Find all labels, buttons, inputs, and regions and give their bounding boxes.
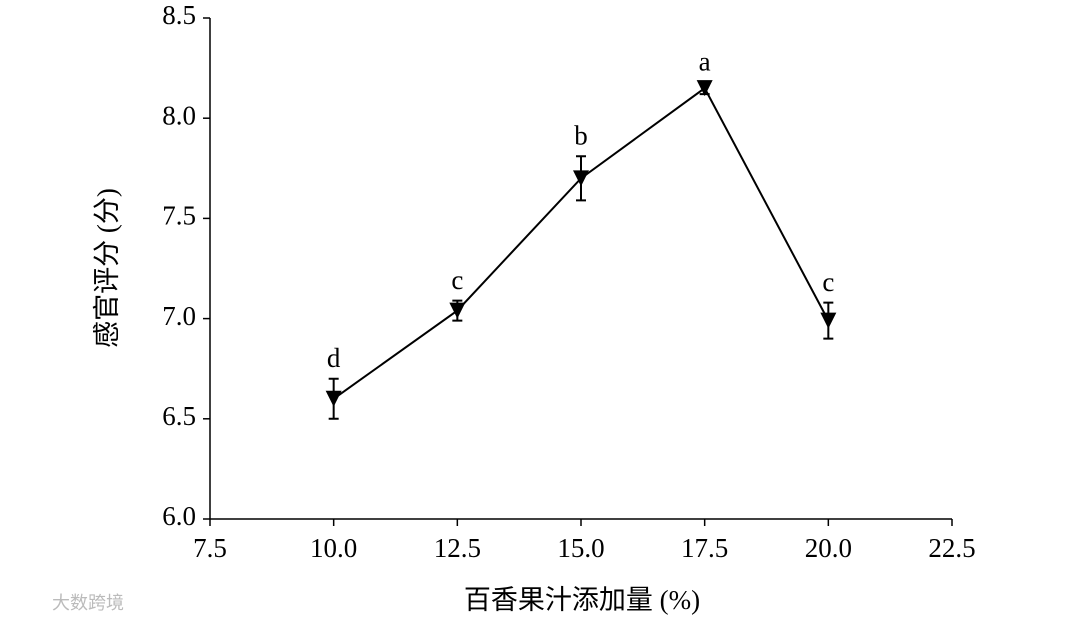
- annotation: a: [699, 46, 711, 76]
- y-tick-label: 7.5: [162, 201, 196, 231]
- y-tick-label: 7.0: [162, 301, 196, 331]
- watermark: 大数跨境: [52, 593, 124, 614]
- annotation: b: [574, 120, 588, 150]
- annotation: c: [822, 267, 834, 297]
- marker: [449, 302, 466, 319]
- annotation: d: [327, 343, 341, 373]
- x-axis-title: 百香果汁添加量 (%): [464, 585, 700, 615]
- marker: [325, 390, 342, 407]
- marker: [820, 312, 837, 329]
- y-tick-label: 6.0: [162, 501, 196, 531]
- y-tick-label: 8.5: [162, 0, 196, 30]
- x-tick-label: 17.5: [681, 533, 728, 563]
- x-tick-label: 20.0: [805, 533, 852, 563]
- x-tick-label: 12.5: [434, 533, 481, 563]
- annotation: c: [451, 265, 463, 295]
- marker: [573, 170, 589, 187]
- y-tick-label: 6.5: [162, 401, 196, 431]
- y-tick-label: 8.0: [162, 100, 196, 130]
- x-tick-label: 7.5: [193, 533, 227, 563]
- y-axis-title: 感官评分 (分): [92, 188, 122, 348]
- x-tick-label: 15.0: [557, 533, 604, 563]
- x-tick-label: 10.0: [310, 533, 357, 563]
- marker: [696, 80, 713, 97]
- x-tick-label: 22.5: [928, 533, 975, 563]
